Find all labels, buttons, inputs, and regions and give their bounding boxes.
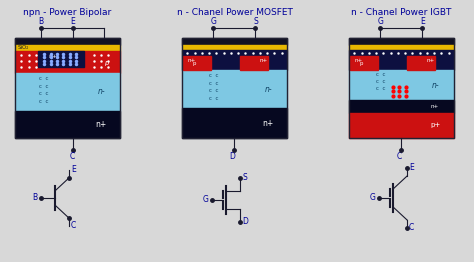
- Text: C: C: [409, 223, 414, 232]
- Text: n+: n+: [427, 58, 435, 63]
- Text: G: G: [378, 17, 383, 26]
- Text: C: C: [70, 152, 75, 161]
- Text: c  c: c c: [38, 91, 48, 96]
- Text: c  c: c c: [376, 72, 385, 77]
- Text: C: C: [71, 221, 76, 231]
- Text: npn - Power Bipolar: npn - Power Bipolar: [23, 8, 111, 17]
- Bar: [15, 45, 120, 51]
- Bar: [38, 51, 84, 67]
- Bar: [182, 45, 287, 50]
- Text: G: G: [202, 195, 208, 205]
- Bar: [349, 70, 454, 100]
- Text: E: E: [409, 163, 414, 172]
- Bar: [15, 73, 120, 111]
- Bar: [15, 111, 120, 138]
- Text: p: p: [359, 62, 363, 67]
- Text: n+: n+: [431, 104, 439, 109]
- Bar: [407, 56, 435, 70]
- Bar: [182, 38, 287, 45]
- Text: n+: n+: [48, 54, 57, 59]
- Text: p: p: [192, 62, 196, 67]
- Text: E: E: [420, 17, 425, 26]
- Text: n - Chanel Power MOSFET: n - Chanel Power MOSFET: [176, 8, 292, 17]
- Text: D: D: [229, 152, 236, 161]
- Text: c  c: c c: [209, 88, 218, 93]
- Bar: [182, 38, 287, 138]
- Text: E: E: [71, 166, 76, 174]
- Bar: [182, 108, 287, 138]
- Text: B: B: [39, 17, 44, 26]
- Text: c  c: c c: [209, 81, 218, 86]
- Bar: [349, 50, 454, 70]
- Text: B: B: [32, 194, 37, 203]
- Text: n+: n+: [187, 58, 196, 63]
- Bar: [350, 56, 378, 70]
- Bar: [240, 56, 268, 70]
- Bar: [349, 113, 454, 138]
- Text: n-: n-: [431, 80, 439, 90]
- Text: n-: n-: [97, 88, 105, 96]
- Text: n+: n+: [95, 120, 107, 129]
- Bar: [182, 50, 287, 70]
- Text: p: p: [104, 60, 109, 66]
- Text: G: G: [369, 194, 375, 203]
- Bar: [15, 38, 120, 138]
- Bar: [349, 45, 454, 50]
- Text: n+: n+: [355, 58, 363, 63]
- Bar: [349, 100, 454, 113]
- Bar: [349, 38, 454, 138]
- Text: E: E: [70, 17, 75, 26]
- Text: n-: n-: [264, 85, 272, 94]
- Text: c  c: c c: [38, 76, 48, 81]
- Text: c  c: c c: [38, 99, 48, 104]
- Text: c  c: c c: [209, 96, 218, 101]
- Text: D: D: [242, 217, 248, 227]
- Text: c  c: c c: [376, 79, 385, 84]
- Text: S: S: [253, 17, 258, 26]
- Bar: [183, 56, 211, 70]
- Bar: [15, 51, 120, 73]
- Bar: [15, 38, 120, 45]
- Text: p+: p+: [430, 123, 440, 128]
- Text: S: S: [242, 173, 247, 183]
- Text: n - Chanel Power IGBT: n - Chanel Power IGBT: [351, 8, 452, 17]
- Text: n+: n+: [263, 118, 273, 128]
- Bar: [349, 38, 454, 45]
- Text: c  c: c c: [38, 84, 48, 89]
- Text: C: C: [397, 152, 402, 161]
- Text: c  c: c c: [376, 86, 385, 91]
- Text: SiO₂: SiO₂: [18, 45, 29, 50]
- Text: n+: n+: [260, 58, 268, 63]
- Text: c  c: c c: [209, 73, 218, 78]
- Bar: [182, 70, 287, 108]
- Text: G: G: [210, 17, 217, 26]
